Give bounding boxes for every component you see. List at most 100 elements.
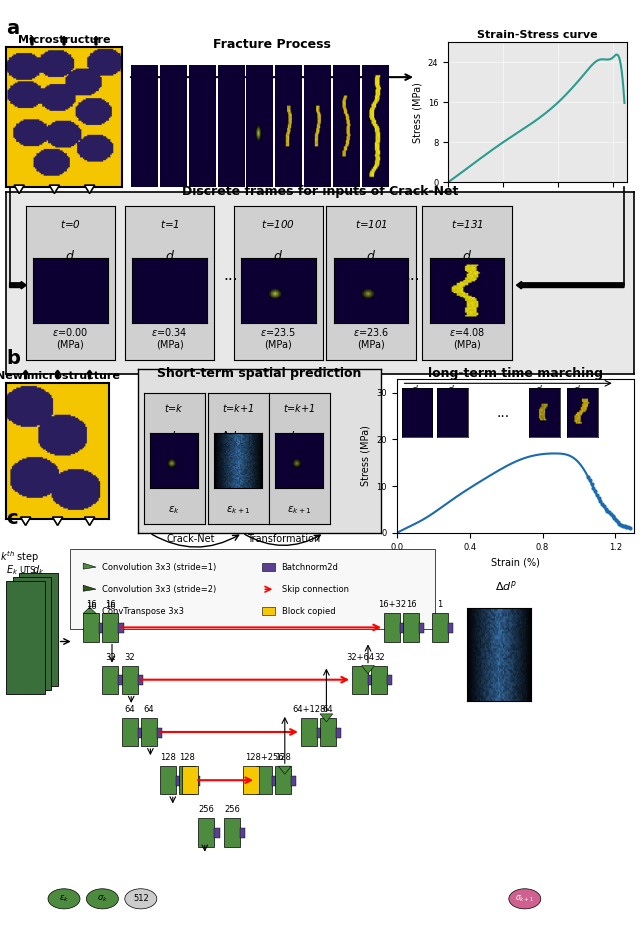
Text: $d_{k+1}$: $d_{k+1}$ bbox=[285, 429, 313, 443]
Text: UTS: UTS bbox=[19, 567, 36, 575]
Text: 16+32: 16+32 bbox=[378, 600, 406, 610]
Bar bbox=[243, 766, 259, 795]
Text: 64+128: 64+128 bbox=[292, 705, 326, 714]
Point bbox=[600, 501, 611, 516]
Text: $\varepsilon_k$: $\varepsilon_k$ bbox=[168, 504, 180, 516]
Bar bbox=[138, 675, 143, 685]
Text: ...: ... bbox=[223, 268, 237, 283]
FancyBboxPatch shape bbox=[403, 613, 419, 641]
Text: 128+256: 128+256 bbox=[244, 753, 284, 762]
Text: ConvTranspose 3x3: ConvTranspose 3x3 bbox=[102, 607, 184, 616]
FancyBboxPatch shape bbox=[160, 766, 176, 795]
Text: $d_{142}$: $d_{142}$ bbox=[573, 383, 592, 396]
FancyBboxPatch shape bbox=[83, 613, 99, 641]
Text: $\varepsilon_k$: $\varepsilon_k$ bbox=[59, 894, 69, 904]
Bar bbox=[400, 623, 405, 633]
Text: $t$=1: $t$=1 bbox=[160, 218, 179, 230]
Bar bbox=[138, 727, 143, 738]
Text: 128: 128 bbox=[179, 753, 195, 762]
Bar bbox=[6, 582, 45, 694]
Text: Fracture Process: Fracture Process bbox=[213, 38, 331, 50]
FancyBboxPatch shape bbox=[70, 549, 435, 629]
Bar bbox=[291, 776, 296, 785]
Polygon shape bbox=[278, 766, 291, 774]
Text: $\varepsilon$=23.5
(MPa): $\varepsilon$=23.5 (MPa) bbox=[260, 325, 296, 349]
Point bbox=[586, 477, 596, 492]
Text: 256: 256 bbox=[198, 805, 214, 814]
Bar bbox=[99, 623, 104, 633]
Text: 32: 32 bbox=[105, 653, 116, 662]
Text: 64: 64 bbox=[323, 705, 333, 714]
Polygon shape bbox=[83, 563, 96, 569]
Text: $t$=100: $t$=100 bbox=[261, 218, 296, 230]
Point bbox=[611, 512, 621, 527]
Text: 32: 32 bbox=[374, 653, 385, 662]
Text: $d_0$: $d_0$ bbox=[412, 383, 422, 396]
FancyBboxPatch shape bbox=[122, 718, 138, 746]
Text: 32: 32 bbox=[124, 653, 135, 662]
Circle shape bbox=[86, 889, 118, 909]
Text: $\varepsilon$=0.00
(MPa): $\varepsilon$=0.00 (MPa) bbox=[52, 325, 88, 349]
Bar bbox=[448, 623, 453, 633]
Point bbox=[618, 518, 628, 533]
FancyBboxPatch shape bbox=[102, 666, 118, 694]
Text: $t$=0: $t$=0 bbox=[60, 218, 81, 230]
Text: 16: 16 bbox=[86, 600, 97, 610]
FancyBboxPatch shape bbox=[432, 613, 448, 641]
Text: $\varepsilon$=23.6
(MPa): $\varepsilon$=23.6 (MPa) bbox=[353, 325, 389, 349]
Bar bbox=[19, 573, 58, 685]
Bar bbox=[368, 675, 373, 685]
Bar bbox=[272, 776, 277, 785]
Text: $k^{th}$ step: $k^{th}$ step bbox=[0, 550, 39, 565]
FancyBboxPatch shape bbox=[352, 666, 368, 694]
FancyBboxPatch shape bbox=[256, 766, 272, 795]
Title: Strain-Stress curve: Strain-Stress curve bbox=[477, 30, 598, 40]
Text: ...: ... bbox=[406, 268, 420, 283]
Circle shape bbox=[509, 889, 541, 909]
Text: $\varepsilon$=4.08
(MPa): $\varepsilon$=4.08 (MPa) bbox=[449, 325, 485, 349]
Point bbox=[597, 496, 607, 511]
Text: 512: 512 bbox=[133, 894, 148, 903]
Point bbox=[605, 507, 616, 522]
FancyBboxPatch shape bbox=[141, 718, 157, 746]
Text: $\varepsilon_{k+1}$: $\varepsilon_{k+1}$ bbox=[226, 504, 251, 516]
Polygon shape bbox=[83, 608, 96, 613]
Text: $d$: $d$ bbox=[65, 249, 76, 263]
Text: Discrete frames for inputs of Crack-Net: Discrete frames for inputs of Crack-Net bbox=[182, 185, 458, 198]
FancyBboxPatch shape bbox=[275, 766, 291, 795]
Text: 16: 16 bbox=[86, 602, 97, 611]
Bar bbox=[118, 675, 124, 685]
Text: 64: 64 bbox=[124, 705, 135, 714]
Text: ...: ... bbox=[497, 406, 510, 420]
FancyBboxPatch shape bbox=[301, 718, 317, 746]
Circle shape bbox=[48, 889, 80, 909]
Bar bbox=[317, 727, 322, 738]
Point bbox=[583, 469, 593, 484]
Point bbox=[621, 519, 632, 534]
Text: Skip connection: Skip connection bbox=[282, 584, 349, 594]
Text: long-term time marching: long-term time marching bbox=[428, 367, 603, 380]
Bar bbox=[240, 828, 245, 838]
Text: $t$=131: $t$=131 bbox=[451, 218, 484, 230]
FancyBboxPatch shape bbox=[179, 766, 195, 795]
Point bbox=[602, 503, 612, 518]
Text: b: b bbox=[6, 349, 20, 367]
Polygon shape bbox=[83, 585, 96, 591]
Text: 128: 128 bbox=[160, 753, 176, 762]
Text: 1: 1 bbox=[437, 600, 443, 610]
Text: Convolution 3x3 (stride=1): Convolution 3x3 (stride=1) bbox=[102, 563, 217, 571]
Text: $d_{141}$: $d_{141}$ bbox=[535, 383, 554, 396]
Point bbox=[593, 491, 604, 506]
Text: Transformation: Transformation bbox=[246, 534, 320, 544]
Title: New microstructure: New microstructure bbox=[0, 371, 120, 381]
Point bbox=[598, 499, 609, 514]
Y-axis label: Stress (MPa): Stress (MPa) bbox=[412, 81, 422, 143]
Text: 16: 16 bbox=[105, 600, 116, 610]
Point bbox=[625, 521, 635, 536]
FancyBboxPatch shape bbox=[224, 818, 240, 846]
Bar bbox=[336, 727, 341, 738]
Text: Crack-Net: Crack-Net bbox=[166, 534, 214, 544]
Bar bbox=[262, 608, 275, 615]
FancyBboxPatch shape bbox=[320, 718, 336, 746]
Point bbox=[588, 481, 598, 496]
